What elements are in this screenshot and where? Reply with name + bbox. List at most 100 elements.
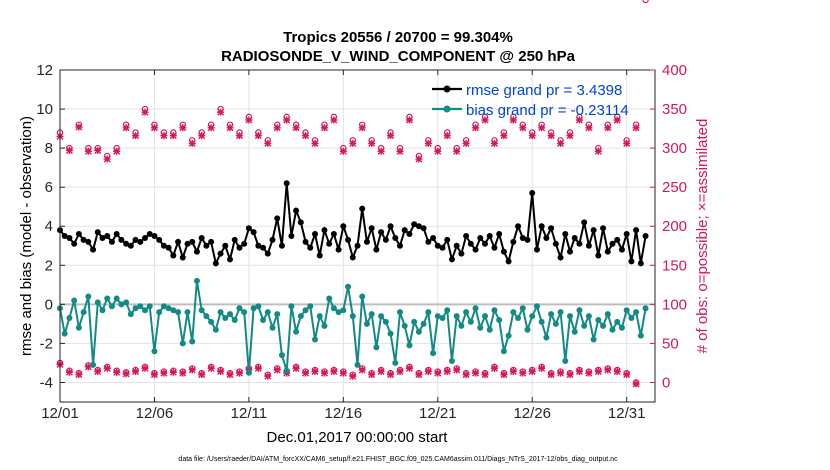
bias-point	[179, 340, 186, 347]
rmse-point	[618, 246, 625, 253]
assimilated-obs-marker	[396, 147, 404, 155]
assimilated-obs-marker	[198, 371, 206, 379]
rmse-point	[189, 238, 196, 245]
rmse-point	[203, 242, 210, 249]
rmse-point	[609, 240, 616, 247]
bias-point	[439, 315, 446, 322]
assimilated-obs-marker	[169, 132, 177, 140]
left-tick-label: 6	[45, 179, 53, 196]
bias-point	[208, 318, 215, 325]
bias-point	[519, 305, 526, 312]
rmse-point	[132, 236, 139, 243]
bias-point	[434, 313, 441, 320]
assimilated-obs-marker	[302, 132, 310, 140]
assimilated-obs-marker	[141, 108, 149, 116]
bias-point	[146, 303, 153, 310]
assimilated-obs-marker	[490, 364, 498, 372]
assimilated-obs-marker	[519, 124, 527, 132]
assimilated-obs-marker	[103, 364, 111, 372]
assimilated-obs-marker	[613, 368, 621, 376]
assimilated-obs-marker	[113, 368, 121, 376]
bias-point	[529, 313, 536, 320]
right-tick-label: 0	[662, 374, 670, 391]
rmse-point	[448, 256, 455, 263]
rmse-point	[505, 258, 512, 265]
bias-point	[415, 328, 422, 335]
assimilated-obs-marker	[179, 124, 187, 132]
rmse-point	[557, 254, 564, 261]
rmse-point	[581, 219, 588, 226]
bias-point	[142, 307, 148, 314]
assimilated-obs-marker	[632, 124, 640, 132]
assimilated-obs-marker	[387, 132, 395, 140]
bias-point	[297, 313, 304, 320]
rmse-point	[227, 256, 233, 263]
bias-point	[401, 322, 408, 329]
bias-point	[264, 309, 271, 316]
bias-point	[312, 336, 318, 343]
x-tick-label: 12/06	[136, 405, 174, 422]
bias-point	[505, 332, 512, 339]
rmse-point	[600, 225, 607, 232]
assimilated-obs-marker	[84, 363, 92, 371]
assimilated-obs-marker	[226, 371, 234, 379]
right-tick-label: 50	[662, 335, 679, 352]
bias-point	[628, 315, 635, 322]
rmse-point	[288, 233, 295, 239]
assimilated-obs-marker	[443, 368, 451, 376]
rmse-point	[330, 231, 337, 238]
rmse-point	[482, 240, 488, 247]
assimilated-obs-marker	[415, 371, 423, 379]
rmse-point	[160, 242, 167, 249]
rmse-point	[123, 240, 130, 247]
rmse-point	[571, 234, 578, 241]
bias-point	[633, 309, 640, 316]
left-tick-label: 4	[45, 218, 53, 235]
rmse-point	[297, 219, 304, 226]
assimilated-obs-marker	[472, 124, 480, 132]
rmse-point	[118, 236, 125, 243]
bias-point	[321, 322, 328, 329]
bias-point	[576, 307, 583, 314]
assimilated-obs-marker	[481, 371, 489, 379]
rmse-point	[175, 238, 182, 245]
rmse-point	[425, 238, 432, 245]
bias-point	[510, 309, 517, 316]
rmse-point	[411, 221, 418, 228]
rmse-point	[439, 244, 446, 251]
series-group	[57, 180, 649, 376]
left-axis-label: rmse and bias (model - observation)	[18, 116, 35, 356]
assimilated-obs-marker	[217, 108, 225, 116]
rmse-point	[156, 236, 163, 243]
rmse-point	[406, 231, 413, 238]
assimilated-obs-marker	[453, 147, 461, 155]
rmse-point	[75, 231, 82, 238]
assimilated-obs-marker	[254, 364, 262, 372]
bias-point	[581, 322, 588, 329]
rmse-point	[382, 236, 389, 243]
rmse-point	[628, 258, 635, 265]
bias-point	[472, 305, 479, 312]
bias-point	[66, 315, 73, 322]
rmse-point	[373, 246, 380, 253]
assimilated-obs-marker	[528, 368, 536, 376]
bias-point	[293, 328, 300, 335]
bias-point	[623, 307, 630, 314]
left-tick-label: -2	[40, 335, 53, 352]
legend-rmse-marker	[443, 85, 451, 93]
bias-point	[420, 320, 427, 327]
bias-point	[373, 344, 380, 351]
rmse-point	[397, 242, 403, 249]
assimilated-obs-marker	[349, 372, 357, 380]
assimilated-obs-marker	[179, 369, 187, 377]
rmse-point	[368, 225, 375, 232]
bias-point	[99, 307, 106, 314]
assimilated-obs-marker	[320, 124, 328, 132]
rmse-point	[359, 205, 366, 212]
assimilated-obs-marker	[500, 371, 508, 379]
rmse-point	[85, 238, 92, 245]
rmse-point	[463, 233, 470, 239]
rmse-point	[562, 231, 569, 238]
bias-point	[609, 326, 616, 333]
bias-point	[496, 316, 503, 323]
